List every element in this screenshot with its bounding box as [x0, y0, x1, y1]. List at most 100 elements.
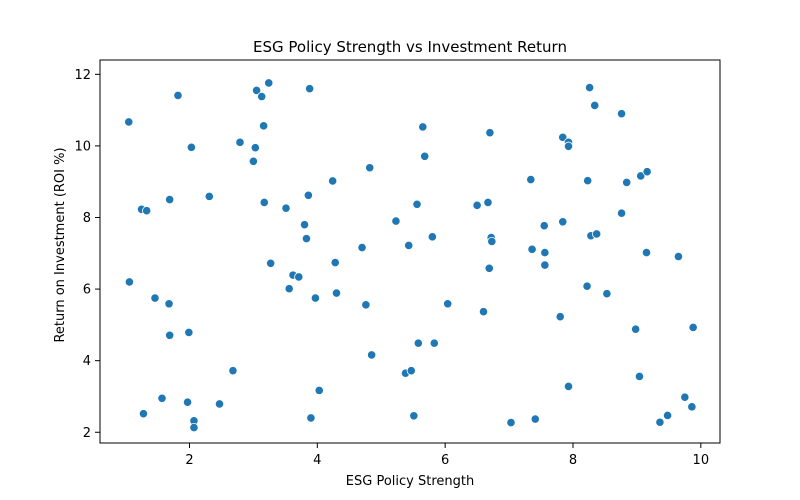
data-point: [655, 417, 665, 427]
data-point: [485, 128, 495, 138]
data-point: [165, 194, 175, 205]
data-point: [299, 220, 310, 230]
data-point: [305, 84, 315, 94]
data-point: [680, 392, 690, 402]
data-point: [585, 82, 595, 93]
data-point: [235, 137, 245, 147]
data-points: [124, 78, 698, 433]
data-point: [631, 324, 641, 334]
data-point: [310, 293, 321, 303]
data-point: [429, 338, 439, 348]
data-point: [539, 221, 549, 231]
data-point: [478, 307, 489, 317]
data-point: [214, 399, 225, 409]
chart-title: ESG Policy Strength vs Investment Return: [253, 38, 567, 56]
data-point: [641, 247, 652, 258]
data-point: [138, 409, 149, 419]
data-point: [264, 78, 274, 88]
data-point: [558, 132, 568, 142]
data-point: [530, 414, 540, 424]
data-point: [616, 208, 627, 218]
x-tick-label: 10: [693, 453, 710, 468]
data-point: [418, 122, 428, 132]
x-tick-label: 6: [441, 453, 449, 468]
data-point: [412, 199, 422, 209]
data-point: [555, 312, 565, 322]
data-point: [443, 299, 453, 309]
data-point: [526, 174, 536, 185]
data-point: [281, 203, 291, 213]
data-point: [427, 232, 437, 242]
data-point: [540, 260, 550, 270]
data-point: [259, 121, 269, 131]
y-tick-label: 2: [83, 426, 91, 441]
data-point: [616, 109, 627, 119]
data-point: [404, 240, 414, 251]
data-point: [189, 423, 199, 433]
data-point: [483, 197, 493, 208]
data-point: [182, 397, 193, 407]
data-point: [124, 277, 135, 287]
data-point: [251, 85, 262, 96]
data-point: [636, 171, 646, 181]
data-point: [413, 338, 423, 348]
data-point: [314, 385, 324, 395]
x-axis-label: ESG Policy Strength: [346, 474, 474, 489]
data-point: [634, 371, 645, 382]
data-point: [590, 100, 600, 111]
x-tick-label: 4: [313, 453, 321, 468]
data-point: [409, 411, 419, 421]
data-point: [583, 176, 593, 186]
y-tick-label: 8: [83, 211, 91, 226]
x-tick-label: 8: [569, 453, 577, 468]
data-point: [257, 91, 267, 102]
data-point: [250, 143, 260, 153]
data-point: [662, 410, 673, 421]
data-point: [487, 236, 497, 247]
data-point: [687, 402, 697, 412]
data-point: [142, 206, 152, 216]
data-point: [582, 281, 592, 291]
data-point: [164, 299, 174, 309]
data-point: [301, 234, 312, 244]
data-point: [248, 156, 259, 166]
data-point: [563, 381, 574, 392]
x-axis: 2 4 6 8 10: [185, 443, 709, 468]
plot-frame: [99, 59, 721, 444]
y-tick-label: 12: [74, 68, 91, 83]
data-point: [558, 217, 568, 227]
data-point: [173, 90, 183, 101]
data-point: [365, 163, 375, 173]
data-point: [472, 200, 482, 210]
data-point: [622, 177, 632, 188]
data-point: [420, 151, 430, 161]
data-point: [527, 244, 537, 254]
data-point: [367, 350, 377, 360]
data-point: [186, 142, 197, 152]
data-point: [303, 190, 313, 200]
data-point: [361, 300, 371, 310]
y-tick-label: 4: [83, 354, 91, 369]
data-point: [673, 251, 684, 262]
y-axis-label: Return on Investment (ROI %): [53, 147, 68, 342]
data-point: [165, 330, 175, 340]
data-point: [328, 176, 338, 186]
data-point: [124, 117, 134, 127]
y-tick-label: 10: [74, 139, 91, 154]
data-point: [331, 288, 342, 298]
data-point: [406, 366, 416, 376]
data-point: [259, 197, 269, 208]
data-point: [330, 257, 340, 268]
y-axis: 2 4 6 8 10 12: [74, 68, 100, 441]
x-tick-label: 2: [185, 453, 193, 468]
data-point: [306, 413, 316, 423]
y-tick-label: 6: [83, 283, 91, 298]
data-point: [592, 229, 602, 239]
data-point: [563, 141, 574, 151]
data-point: [642, 167, 652, 177]
data-point: [484, 263, 494, 273]
data-point: [357, 242, 367, 253]
data-point: [506, 417, 516, 428]
data-point: [688, 322, 698, 332]
